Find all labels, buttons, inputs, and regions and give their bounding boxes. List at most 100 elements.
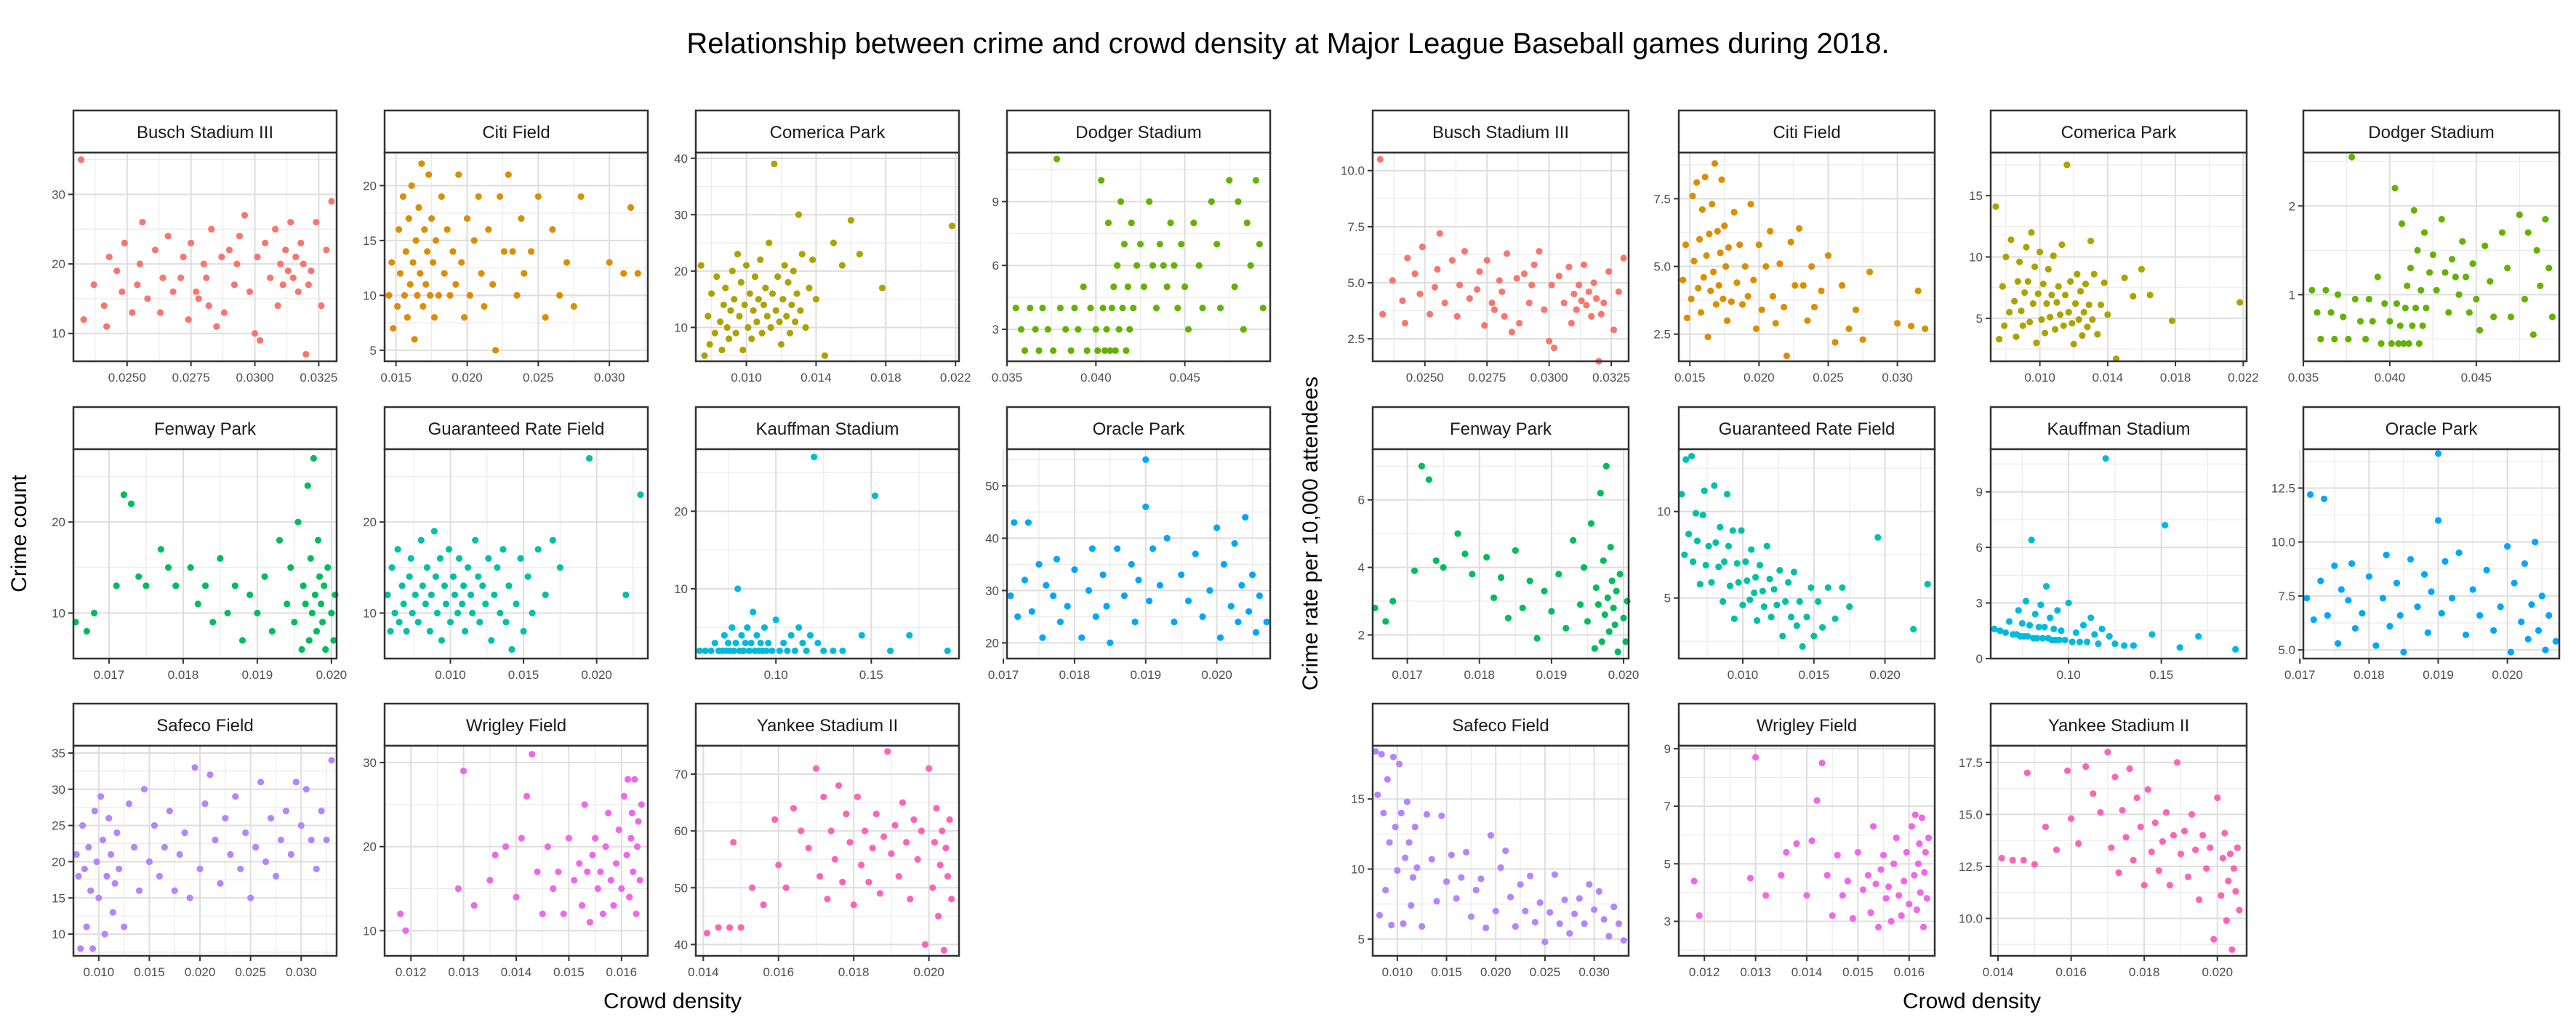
data-point (1389, 753, 1397, 761)
data-point (2140, 882, 2148, 889)
data-point (169, 288, 177, 295)
data-point (620, 270, 627, 277)
data-point (1698, 206, 1706, 213)
data-point (2024, 632, 2031, 640)
data-point (798, 251, 806, 258)
data-point (1027, 305, 1034, 312)
plot-background (1373, 449, 1629, 659)
data-point (1128, 560, 1135, 568)
data-point (776, 647, 784, 654)
data-point (2542, 215, 2549, 223)
data-point (1898, 912, 1905, 920)
data-point (1043, 582, 1050, 589)
data-point (1220, 560, 1228, 568)
data-point (2077, 288, 2085, 295)
data-point (1592, 294, 1600, 302)
data-point (2507, 648, 2515, 656)
data-point (1742, 558, 1749, 566)
panel-border (1006, 448, 1272, 660)
data-point (1071, 305, 1078, 312)
data-point (1181, 283, 1189, 291)
data-point (404, 313, 411, 321)
data-point (317, 600, 325, 608)
data-point (701, 352, 708, 359)
y-tick-label: 20 (674, 504, 688, 518)
data-point (1803, 892, 1810, 899)
data-point (931, 839, 938, 846)
data-point (438, 637, 446, 644)
data-point (1924, 581, 1931, 588)
data-point (2060, 322, 2067, 329)
data-point (267, 274, 274, 281)
data-point (2031, 611, 2039, 618)
data-point (418, 160, 425, 167)
data-point (1901, 877, 1908, 885)
data-point (287, 219, 294, 226)
data-point (2170, 832, 2178, 839)
data-point (425, 171, 433, 178)
data-point (449, 248, 457, 255)
data-point (716, 318, 724, 326)
data-point (1541, 306, 1548, 313)
data-point (402, 927, 409, 934)
data-point (631, 776, 638, 783)
data-point (232, 793, 239, 800)
x-tick-label: 0.016 (1894, 965, 1925, 979)
y-tick-label: 15 (1969, 189, 1983, 203)
y-tick-label: 20 (674, 265, 688, 278)
data-point (2324, 612, 2331, 619)
data-point (2476, 612, 2484, 619)
data-point (1448, 851, 1455, 858)
data-point (2465, 309, 2473, 316)
data-point (1753, 617, 1761, 624)
data-point (750, 608, 757, 616)
x-tick-label: 0.020 (913, 965, 944, 979)
data-point (605, 809, 612, 817)
data-point (494, 564, 501, 571)
x-tick-label: 0.0250 (108, 371, 146, 385)
data-point (195, 295, 202, 302)
data-point (1208, 198, 1215, 205)
data-point (2433, 286, 2440, 294)
data-point (1142, 503, 1149, 510)
data-point (2438, 215, 2445, 223)
data-point (2417, 286, 2425, 294)
data-point (1481, 322, 1488, 329)
data-point (1142, 456, 1149, 464)
data-point (784, 647, 791, 654)
data-point (607, 877, 614, 884)
data-point (1992, 203, 1999, 210)
data-point (777, 341, 785, 348)
data-points (1371, 462, 1631, 656)
data-point (787, 632, 795, 639)
data-point (623, 851, 630, 858)
data-point (1696, 236, 1704, 243)
data-point (1389, 598, 1397, 605)
facet-strip-label: Fenway Park (154, 419, 257, 439)
data-point (1548, 608, 1555, 615)
data-point (1711, 160, 1719, 167)
data-point (1602, 462, 1610, 470)
data-point (1546, 337, 1553, 345)
data-point (445, 546, 453, 553)
data-point (1032, 326, 1039, 333)
data-points (2308, 153, 2556, 347)
data-point (2521, 295, 2529, 303)
data-points (77, 156, 335, 358)
data-point (460, 582, 468, 590)
data-point (2173, 759, 2181, 766)
data-point (1852, 306, 1860, 313)
data-point (1024, 519, 1032, 526)
data-point (1021, 576, 1029, 584)
data-point (308, 836, 315, 844)
y-tick-label: 60 (674, 824, 688, 838)
data-point (318, 808, 325, 815)
y-tick-label: 40 (674, 938, 688, 951)
data-point (2504, 543, 2511, 550)
data-point (188, 239, 195, 246)
data-point (1490, 594, 1498, 601)
data-point (1411, 270, 1419, 278)
data-point (2011, 297, 2018, 305)
